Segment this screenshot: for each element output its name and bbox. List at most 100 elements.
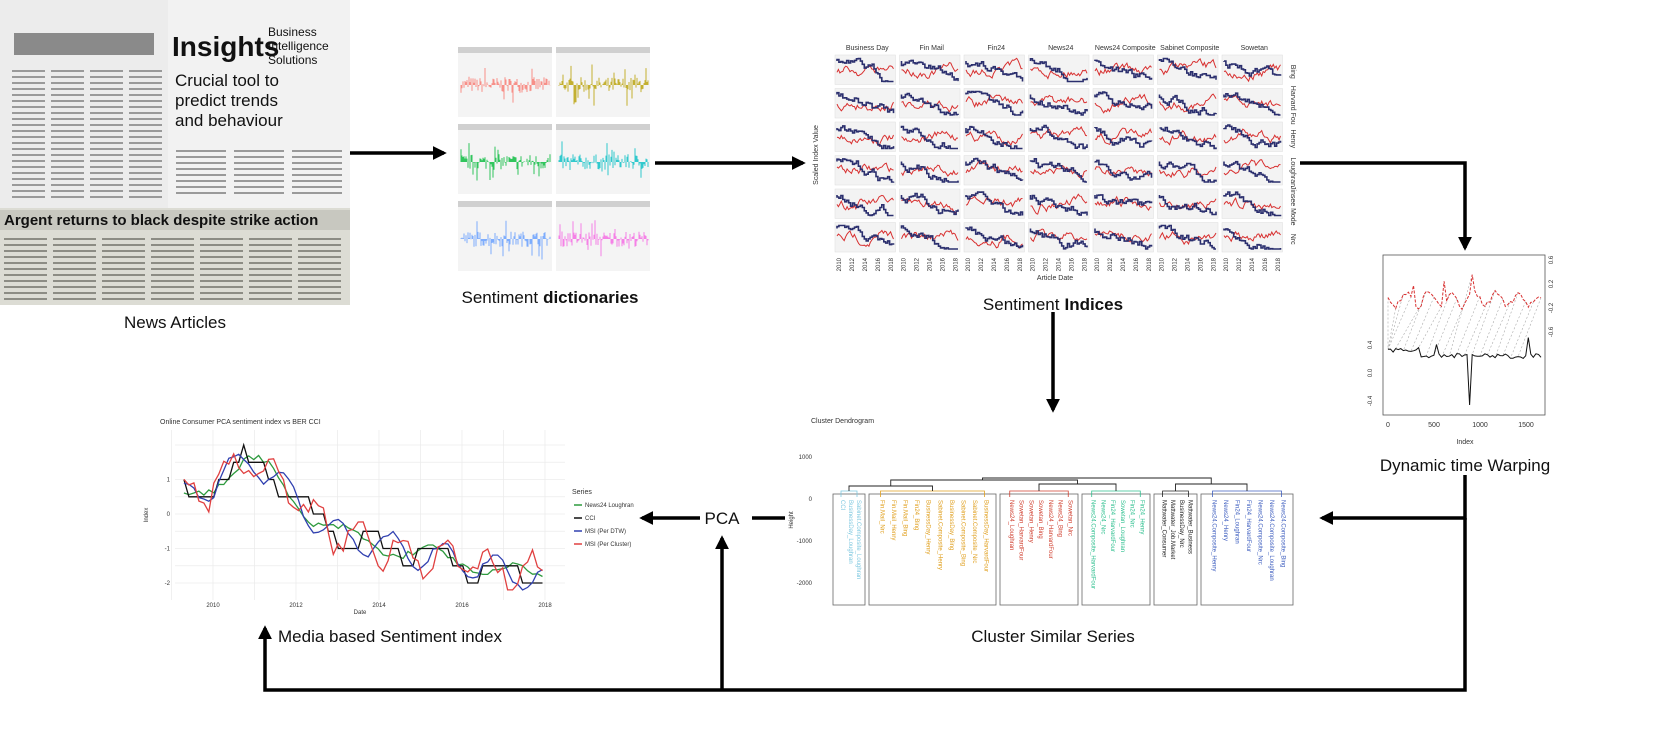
year-label: 2010 <box>1031 257 1037 271</box>
index-line <box>836 194 894 217</box>
warp-link <box>1487 301 1511 355</box>
text-line <box>249 298 292 300</box>
text-line <box>90 124 123 126</box>
text-line <box>298 256 341 258</box>
text-line <box>249 238 292 240</box>
text-line <box>151 292 194 294</box>
leaf-label: Sabinet.Composite_Bing <box>959 500 965 566</box>
node-label: Sentiment dictionaries <box>462 288 639 307</box>
index-line <box>965 191 1024 216</box>
year-label: 2018 <box>954 257 960 271</box>
msi-chart: Online Consumer PCA sentiment index vs B… <box>144 419 634 616</box>
index-line <box>1158 195 1217 216</box>
text-line <box>12 130 45 132</box>
legend-label: MSI (Per Cluster) <box>585 542 631 548</box>
text-line <box>12 118 45 120</box>
leaf-label: BusinessDay_Loughran <box>847 500 853 564</box>
leaf-label: Fin24_Loughran <box>1234 500 1240 544</box>
dictionary-series <box>558 64 649 106</box>
text-line <box>151 250 194 252</box>
text-line <box>12 94 45 96</box>
leaf-label: News24.Composite_Nrc <box>1257 500 1263 565</box>
text-line <box>298 298 341 300</box>
text-line <box>51 118 84 120</box>
text-line <box>90 190 123 192</box>
text-line <box>292 168 342 170</box>
text-line <box>12 190 45 192</box>
text-line <box>12 76 45 78</box>
tick-label: -0.4 <box>1368 395 1374 406</box>
index-line <box>901 164 959 177</box>
facet <box>1092 54 1154 85</box>
text-line <box>129 82 162 84</box>
dictionary-series <box>460 143 551 181</box>
chart-title: Online Consumer PCA sentiment index vs B… <box>160 419 321 426</box>
text-line <box>129 118 162 120</box>
facet-row: Henry <box>1289 129 1296 148</box>
facet-title: Sowetan <box>1241 45 1268 52</box>
warp-link <box>1471 290 1496 355</box>
facet-row: Bing <box>1289 65 1296 79</box>
text-line <box>129 76 162 78</box>
tick-label: 2010 <box>206 603 220 609</box>
year-label: 2016 <box>1070 257 1076 271</box>
text-line <box>51 136 84 138</box>
index-line <box>1223 191 1282 217</box>
index-line <box>965 157 1024 181</box>
index-line <box>1223 159 1281 176</box>
text-line <box>51 196 84 198</box>
year-label: 2016 <box>1005 257 1011 271</box>
text-line <box>249 292 292 294</box>
index-line <box>1158 94 1217 116</box>
year-label: 2016 <box>1134 257 1140 271</box>
leaf-label: BusinessDay_Bing <box>948 500 954 550</box>
index-line <box>1159 130 1217 146</box>
dtw-plot: 0 500 1000 1500 0.4 0.0 -0.4 0.6 0.2 -0.2 -0.6 Inde… <box>1368 254 1555 446</box>
tick-label: 0 <box>167 512 171 518</box>
text-line <box>12 172 45 174</box>
year-label: 2014 <box>1250 257 1256 271</box>
leaf-label: Fin24_Nrc <box>1129 500 1135 528</box>
text-line <box>4 262 47 264</box>
panel-strip <box>458 47 552 53</box>
text-line <box>4 274 47 276</box>
leaf-label: Fin24_HarvardFour <box>1109 500 1115 552</box>
text-line <box>90 166 123 168</box>
text-line <box>129 190 162 192</box>
leaf-label: Mattwater_Business <box>1186 500 1192 554</box>
index-line <box>1094 195 1152 212</box>
text-line <box>102 274 145 276</box>
warp-link <box>1387 308 1396 350</box>
text-line <box>129 196 162 198</box>
index-line <box>1223 197 1281 211</box>
index-line <box>1094 127 1153 148</box>
index-line <box>965 60 1024 82</box>
leaf-label: Sowetan_Henry <box>1027 500 1033 543</box>
index-line <box>1158 224 1216 250</box>
index-line <box>965 90 1024 116</box>
cluster-box <box>1200 493 1294 606</box>
leaf-label: Fin.Mail_Henry <box>890 500 896 540</box>
tick-label: 1500 <box>1518 422 1534 429</box>
index-line <box>836 229 894 248</box>
year-label: 2018 <box>1018 257 1024 271</box>
text-line <box>249 250 292 252</box>
cluster-box <box>1153 493 1198 606</box>
index-line <box>1094 62 1152 77</box>
cluster-box <box>868 493 997 606</box>
index-line <box>900 59 959 82</box>
node-label: PCA <box>705 509 741 528</box>
text-line <box>90 136 123 138</box>
text-line <box>298 250 341 252</box>
text-line <box>200 238 243 240</box>
index-line <box>965 195 1023 208</box>
leaf-label: News24_Nrc <box>1099 500 1105 534</box>
text-line <box>12 148 45 150</box>
text-line <box>200 244 243 246</box>
text-line <box>176 162 226 164</box>
facet <box>1221 88 1283 119</box>
warp-link <box>1387 294 1404 350</box>
index-line <box>1094 194 1153 206</box>
text-line <box>151 244 194 246</box>
leaf-label: Fin.Mail_Nrc <box>879 500 885 534</box>
